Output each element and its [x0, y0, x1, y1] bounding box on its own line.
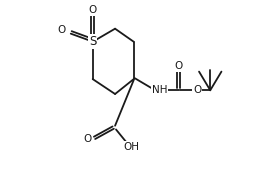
Text: S: S [89, 35, 96, 48]
Text: OH: OH [124, 142, 140, 152]
Text: O: O [83, 134, 91, 144]
Text: O: O [58, 25, 66, 35]
Text: NH: NH [152, 85, 168, 95]
Text: O: O [193, 85, 201, 95]
Text: O: O [174, 61, 183, 71]
Text: O: O [89, 5, 97, 15]
